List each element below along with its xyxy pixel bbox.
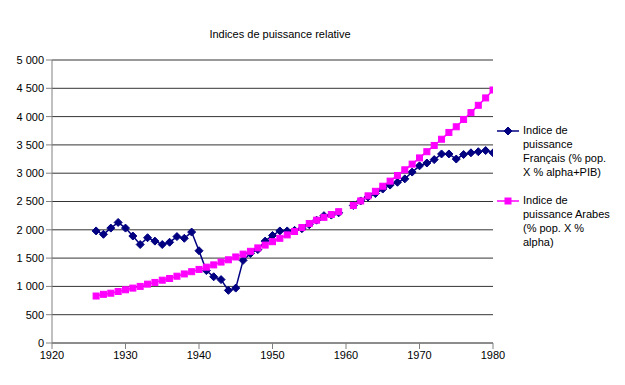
svg-text:1940: 1940: [187, 349, 211, 361]
svg-text:1970: 1970: [407, 349, 431, 361]
svg-text:500: 500: [26, 309, 44, 321]
html-text:Indice de puissance Français (: Indice de puissance Français (% pop. X %…: [523, 123, 607, 178]
svg-text:1980: 1980: [481, 349, 505, 361]
svg-text:1920: 1920: [40, 349, 64, 361]
svg-text:1 500: 1 500: [16, 252, 44, 264]
svg-text:2 000: 2 000: [16, 224, 44, 236]
svg-text:4 000: 4 000: [16, 111, 44, 123]
svg-text:3 000: 3 000: [16, 167, 44, 179]
svg-text:3 500: 3 500: [16, 139, 44, 151]
svg-text:0: 0: [38, 337, 44, 349]
svg-text:1 000: 1 000: [16, 280, 44, 292]
svg-text:1950: 1950: [260, 349, 284, 361]
svg-text:1930: 1930: [113, 349, 137, 361]
svg-text:4 500: 4 500: [16, 82, 44, 94]
svg-text:1960: 1960: [334, 349, 358, 361]
html-text:Indice de puissance Arabes (%: Indice de puissance Arabes (% pop. X % a…: [523, 193, 610, 248]
svg-text:2 500: 2 500: [16, 195, 44, 207]
html-text:Indices de puissance relative: Indices de puissance relative: [209, 28, 351, 40]
svg-text:5 000: 5 000: [16, 54, 44, 66]
